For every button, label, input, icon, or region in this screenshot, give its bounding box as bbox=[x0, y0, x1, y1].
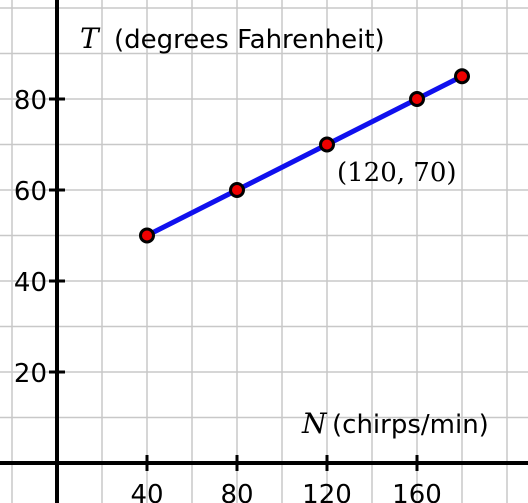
x-axis-variable: N bbox=[301, 407, 328, 440]
y-axis-label: (degrees Fahrenheit) bbox=[114, 25, 385, 55]
point-annotation: (120, 70) bbox=[337, 158, 457, 188]
x-axis-label: (chirps/min) bbox=[332, 410, 489, 440]
x-tick-label: 120 bbox=[302, 480, 352, 503]
y-tick-label: 20 bbox=[14, 359, 47, 389]
data-point bbox=[454, 68, 470, 85]
series bbox=[139, 68, 470, 244]
x-tick-label: 80 bbox=[220, 480, 253, 503]
data-point bbox=[139, 227, 155, 244]
ticks: 40 80 120 160 20 40 60 80 bbox=[14, 86, 442, 503]
y-axis-variable: T bbox=[80, 22, 101, 55]
x-tick-label: 40 bbox=[130, 480, 163, 503]
y-tick-label: 80 bbox=[14, 86, 47, 116]
data-point bbox=[319, 136, 335, 153]
y-tick-label: 60 bbox=[14, 177, 47, 207]
x-tick-label: 160 bbox=[392, 480, 442, 503]
labels: T (degrees Fahrenheit) N (chirps/min) (1… bbox=[80, 22, 489, 440]
data-point bbox=[409, 91, 425, 107]
data-point bbox=[229, 182, 245, 198]
y-tick-label: 40 bbox=[14, 268, 47, 298]
